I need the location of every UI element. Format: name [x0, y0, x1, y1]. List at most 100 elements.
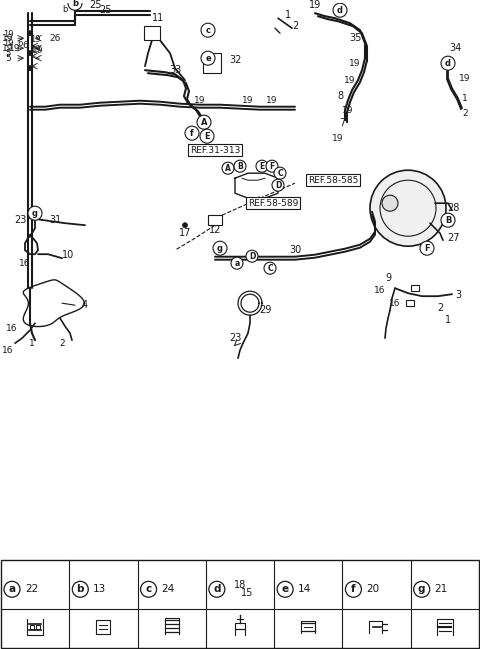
Text: 17: 17 — [179, 228, 191, 238]
Circle shape — [185, 126, 199, 140]
Text: 1: 1 — [462, 93, 468, 103]
Text: 33: 33 — [169, 65, 181, 75]
Text: 19: 19 — [3, 39, 13, 47]
Text: B: B — [445, 215, 451, 225]
Text: C: C — [277, 169, 283, 178]
Text: 15: 15 — [241, 588, 253, 598]
Text: 5: 5 — [5, 49, 11, 58]
Text: REF.31-313: REF.31-313 — [190, 145, 240, 154]
Circle shape — [274, 167, 286, 179]
Bar — [203, 53, 221, 73]
Text: 32: 32 — [229, 55, 241, 65]
Text: 25: 25 — [89, 0, 101, 10]
Text: A: A — [201, 117, 207, 127]
Circle shape — [231, 257, 243, 269]
Text: 4: 4 — [82, 300, 88, 310]
Text: 7: 7 — [339, 118, 345, 129]
Text: d: d — [337, 6, 343, 15]
Text: c: c — [205, 26, 211, 34]
Circle shape — [222, 162, 234, 174]
Text: 2: 2 — [59, 339, 65, 348]
Text: 19: 19 — [2, 34, 14, 43]
Circle shape — [246, 251, 258, 262]
Text: 16: 16 — [2, 346, 14, 355]
Circle shape — [141, 582, 156, 597]
Text: 22: 22 — [25, 584, 38, 594]
Circle shape — [414, 582, 430, 597]
Bar — [36, 625, 40, 629]
Text: 8: 8 — [337, 92, 343, 101]
Circle shape — [266, 160, 278, 172]
Circle shape — [264, 262, 276, 274]
Text: 19: 19 — [32, 45, 44, 55]
Text: 31: 31 — [49, 215, 61, 225]
Text: 19: 19 — [332, 134, 344, 143]
Text: d: d — [445, 58, 451, 67]
Bar — [411, 285, 419, 291]
Circle shape — [277, 582, 293, 597]
Text: g: g — [217, 243, 223, 252]
Circle shape — [346, 582, 361, 597]
Bar — [30, 625, 34, 629]
Text: 12: 12 — [209, 225, 221, 235]
Text: 3: 3 — [455, 290, 461, 300]
Text: 10: 10 — [62, 251, 74, 260]
Text: 21: 21 — [435, 584, 448, 594]
Circle shape — [370, 170, 446, 246]
Text: g: g — [418, 584, 425, 594]
Text: 6: 6 — [17, 39, 23, 47]
Circle shape — [4, 582, 20, 597]
Text: 2: 2 — [292, 21, 298, 31]
Circle shape — [333, 3, 347, 17]
Text: 19: 19 — [30, 34, 40, 43]
Text: 19: 19 — [242, 95, 254, 104]
Text: 19: 19 — [342, 106, 354, 115]
Text: 19: 19 — [349, 58, 361, 67]
Text: 27: 27 — [447, 233, 459, 243]
Text: 29: 29 — [259, 305, 271, 315]
Text: 19: 19 — [309, 0, 321, 10]
Circle shape — [28, 206, 42, 220]
Text: 19: 19 — [9, 43, 21, 53]
Text: 5: 5 — [5, 54, 11, 63]
Text: 1: 1 — [285, 10, 291, 20]
Text: 19: 19 — [459, 74, 471, 82]
Text: f: f — [351, 584, 356, 594]
Text: b: b — [72, 0, 78, 8]
Text: 1: 1 — [29, 339, 35, 348]
Text: B: B — [237, 162, 243, 171]
Text: 23: 23 — [229, 333, 241, 343]
Circle shape — [72, 582, 88, 597]
Text: 35: 35 — [349, 33, 361, 43]
Circle shape — [27, 31, 33, 36]
Circle shape — [68, 0, 82, 10]
Circle shape — [200, 129, 214, 143]
Circle shape — [27, 51, 33, 56]
Bar — [144, 26, 160, 40]
Text: c: c — [145, 584, 152, 594]
Text: C: C — [267, 263, 273, 273]
Bar — [208, 215, 222, 225]
Circle shape — [197, 115, 211, 129]
Circle shape — [441, 56, 455, 70]
Circle shape — [272, 179, 284, 191]
Bar — [406, 300, 414, 306]
Text: 16: 16 — [19, 259, 31, 267]
Text: b: b — [62, 5, 68, 14]
Text: F: F — [424, 243, 430, 252]
Text: b: b — [76, 584, 84, 594]
Circle shape — [213, 241, 227, 255]
Text: REF.58-589: REF.58-589 — [248, 199, 299, 208]
Text: 23: 23 — [14, 215, 26, 225]
Text: 19: 19 — [3, 30, 13, 39]
Text: D: D — [275, 180, 281, 190]
Text: 2: 2 — [437, 303, 443, 313]
Text: 20: 20 — [366, 584, 380, 594]
Text: 25: 25 — [99, 5, 111, 15]
Circle shape — [420, 241, 434, 255]
Circle shape — [382, 195, 398, 211]
Text: 19: 19 — [194, 95, 206, 104]
Text: g: g — [32, 209, 38, 217]
Text: e: e — [282, 584, 288, 594]
Text: 6: 6 — [22, 41, 28, 50]
